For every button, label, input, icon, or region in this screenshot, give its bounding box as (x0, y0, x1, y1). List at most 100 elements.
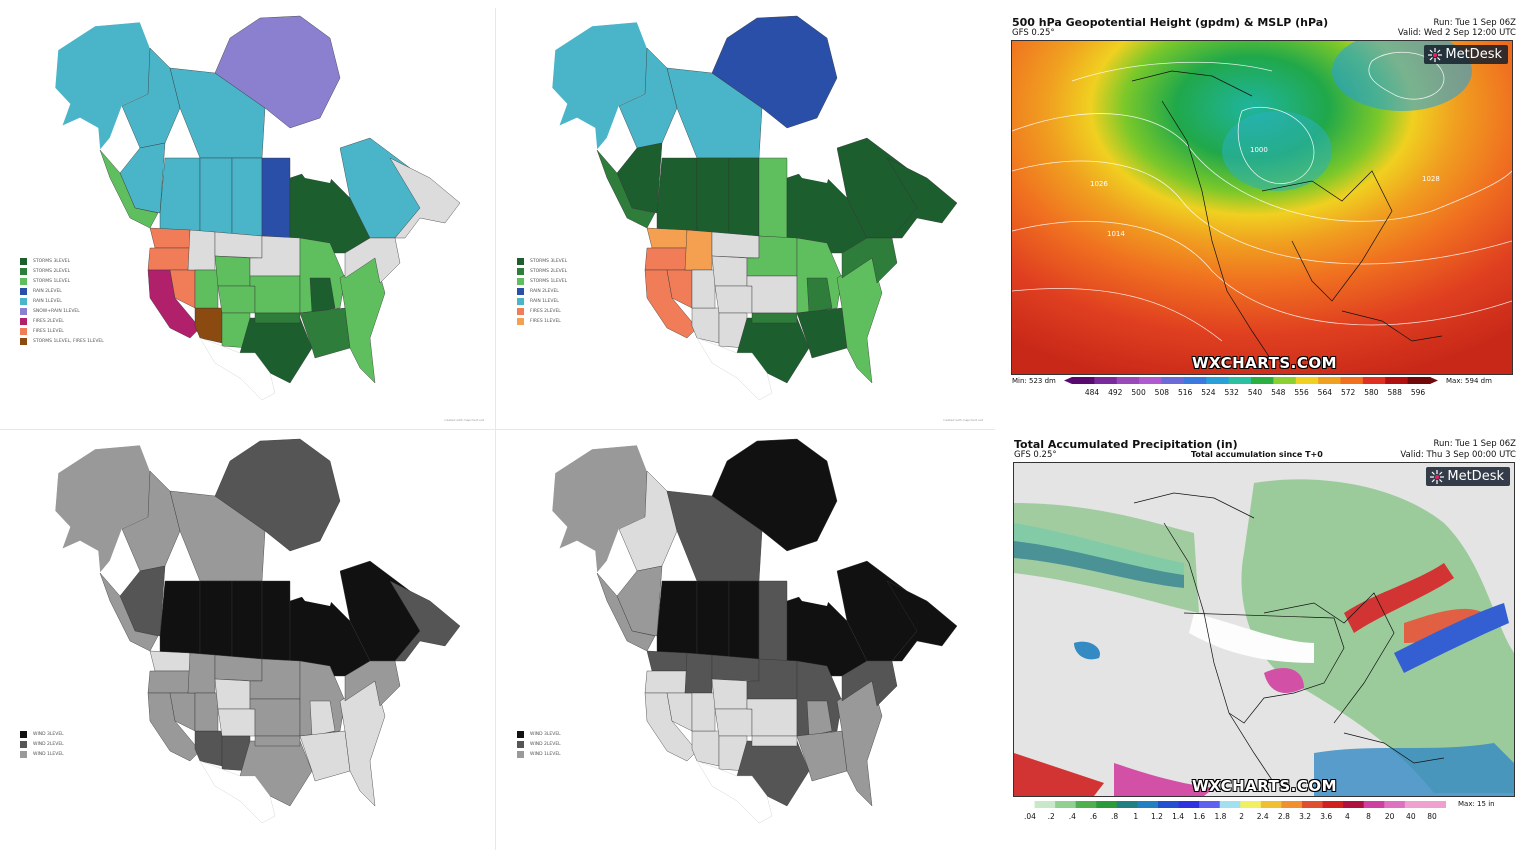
colorbar-tick-label: 500 (1131, 388, 1146, 397)
legend-label: STORMS 3LEVEL (33, 258, 71, 264)
region-alberta (656, 580, 698, 657)
region-oklahoma (254, 312, 301, 324)
map1-legend: STORMS 3LEVEL STORMS 2LEVEL STORMS 1LEVEL R… (20, 256, 104, 346)
colorbar-tick-label: 492 (1108, 388, 1123, 397)
colorbar-tick-label: 524 (1201, 388, 1216, 397)
wx-chart-500hpa: 500 hPa Geopotential Height (gpdm) & MSL… (998, 8, 1522, 428)
wx2-valid: Valid: Thu 3 Sep 00:00 UTC (1400, 450, 1516, 460)
region-manitoba (758, 157, 788, 239)
legend-item: STORMS 1LEVEL, FIRES 1LEVEL (20, 336, 104, 346)
colorbar-tick-label: 540 (1247, 388, 1263, 397)
region-great-lakes (806, 700, 833, 737)
legend-item: WIND 1LEVEL (517, 749, 561, 759)
legend-label: SNOW+RAIN 1LEVEL (33, 308, 80, 314)
wx2-title: Total Accumulated Precipitation (in) (1014, 438, 1238, 451)
legend-label: FIRES 1LEVEL (33, 328, 64, 334)
region-saskatchewan (199, 157, 233, 237)
region-saskatchewan-east (231, 157, 263, 237)
region-oregon (644, 247, 688, 271)
colorbar-tick-label: 1.6 (1193, 812, 1206, 821)
colorbar-tick-label: 2.4 (1256, 812, 1269, 821)
colorbar-segment (1199, 801, 1221, 808)
colorbar-segment (1014, 801, 1036, 808)
wx2-precip-areas (1014, 479, 1514, 796)
region-atlantic (886, 157, 958, 239)
legend-swatch (517, 257, 524, 265)
legend-label: STORMS 3LEVEL (530, 258, 568, 264)
region-utah (194, 692, 219, 732)
colorbar-segment (1116, 801, 1138, 808)
colorbar-tick-label: 3.2 (1299, 812, 1312, 821)
region-alaska (54, 444, 169, 574)
legend-label: WIND 1LEVEL (530, 751, 561, 757)
colorbar-tick-label: 596 (1410, 388, 1426, 397)
region-montana (214, 654, 263, 682)
metdesk-icon (1430, 469, 1445, 484)
legend-swatch (20, 740, 27, 748)
risk-map-wind-1: WIND 3LEVEL WIND 2LEVEL WIND 1LEVEL (0, 431, 494, 851)
legend-item: STORMS 2LEVEL (517, 266, 567, 276)
colorbar-tick-label: 2 (1239, 812, 1244, 821)
wx1-brand: WXCHARTS.COM (1192, 354, 1338, 372)
colorbar-tick-label: .2 (1047, 812, 1055, 821)
hudson-bay (787, 128, 837, 183)
wx2-coastlines (1133, 492, 1445, 784)
legend-label: WIND 3LEVEL (33, 731, 64, 737)
colorbar-tick-label: .8 (1111, 812, 1119, 821)
region-washington (149, 650, 191, 672)
risk-map-storms-1: STORMS 3LEVEL STORMS 2LEVEL STORMS 1LEVEL R… (0, 8, 494, 428)
legend-item: WIND 2LEVEL (517, 739, 561, 749)
north-america-map-2 (551, 15, 958, 401)
colorbar-tick-label: 3.6 (1320, 812, 1333, 821)
region-northeast (841, 660, 898, 707)
colorbar-segment (1219, 801, 1241, 808)
legend-label: RAIN 1LEVEL (530, 298, 559, 304)
legend-label: WIND 2LEVEL (33, 741, 64, 747)
wx2-colorbar (1014, 801, 1446, 808)
map3-legend: WIND 3LEVEL WIND 2LEVEL WIND 1LEVEL (20, 729, 64, 759)
colorbar-segment (1137, 801, 1159, 808)
colorbar-tick-label: 40 (1406, 812, 1416, 821)
region-saskatchewan-east (728, 157, 760, 237)
legend-item: STORMS 2LEVEL (20, 266, 104, 276)
region-nunavut (214, 438, 341, 552)
colorbar-segment (1055, 801, 1077, 808)
legend-swatch (517, 740, 524, 748)
region-wyoming (214, 678, 251, 710)
region-utah (194, 269, 219, 309)
legend-item: STORMS 3LEVEL (517, 256, 567, 266)
colorbar-segment (1425, 801, 1446, 808)
region-montana (711, 231, 760, 259)
north-america-map-4 (551, 438, 958, 824)
region-nebraska-kansas (746, 275, 798, 314)
colorbar-tick-label: 580 (1364, 388, 1379, 397)
colorbar-segment (1178, 801, 1200, 808)
legend-swatch (517, 277, 524, 285)
region-great-lakes (309, 700, 336, 737)
legend-swatch (20, 277, 27, 285)
colorbar-segment (1385, 377, 1409, 384)
risk-map-storms-2: STORMS 3LEVEL STORMS 2LEVEL STORMS 1LEVEL R… (497, 8, 993, 428)
colorbar-segment (1273, 377, 1297, 384)
region-bc (119, 142, 166, 214)
region-mexico (696, 337, 773, 401)
legend-label: STORMS 2LEVEL (530, 268, 568, 274)
legend-swatch (517, 297, 524, 305)
north-america-map-1 (54, 15, 461, 401)
wx1-run: Run: Tue 1 Sep 06Z (1433, 18, 1516, 28)
legend-label: STORMS 2LEVEL (33, 268, 71, 274)
region-saskatchewan-east (728, 580, 760, 660)
region-nunavut (711, 438, 838, 552)
legend-swatch (20, 257, 27, 265)
colorbar-segment (1318, 377, 1341, 384)
risk-map-wind-2: WIND 3LEVEL WIND 2LEVEL WIND 1LEVEL (497, 431, 993, 851)
wx1-colorbar (1064, 377, 1438, 384)
region-bc-coast (99, 149, 159, 229)
colorbar-segment (1362, 377, 1386, 384)
legend-swatch (20, 307, 27, 315)
region-wyoming (711, 255, 748, 287)
legend-item: FIRES 2LEVEL (20, 316, 104, 326)
region-idaho (684, 229, 713, 271)
colorbar-tick-label: 588 (1387, 388, 1402, 397)
wx1-isobar-label: 1000 (1250, 146, 1268, 154)
